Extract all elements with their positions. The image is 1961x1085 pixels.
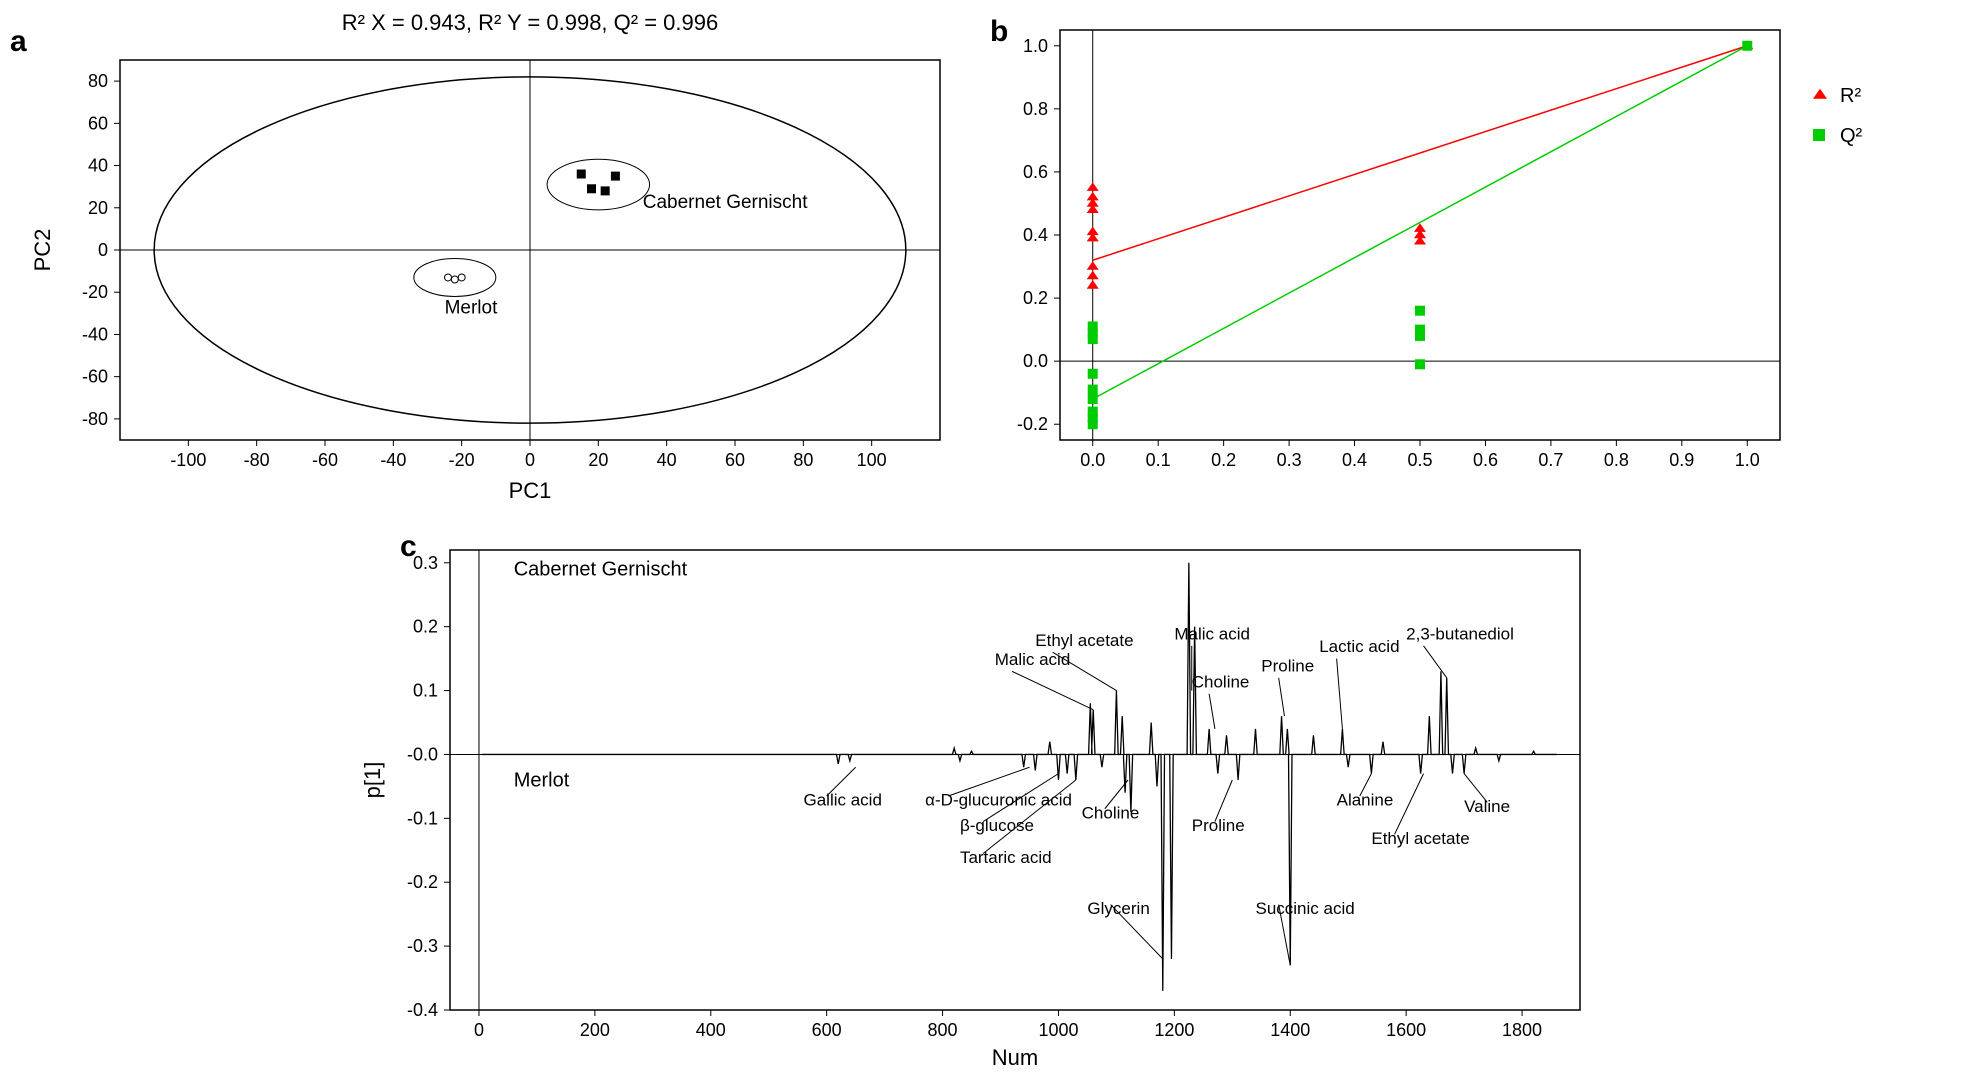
svg-text:Alanine: Alanine xyxy=(1337,791,1394,810)
svg-text:800: 800 xyxy=(928,1020,958,1040)
figure-page: a R² X = 0.943, R² Y = 0.998, Q² = 0.996… xyxy=(0,0,1961,1080)
svg-text:0: 0 xyxy=(525,450,535,470)
svg-text:Ethyl acetate: Ethyl acetate xyxy=(1371,829,1469,848)
svg-text:-60: -60 xyxy=(82,367,108,387)
svg-text:80: 80 xyxy=(88,71,108,91)
svg-text:Malic acid: Malic acid xyxy=(995,650,1071,669)
svg-text:-100: -100 xyxy=(170,450,206,470)
svg-text:Malic acid: Malic acid xyxy=(1174,624,1250,643)
svg-text:Succinic acid: Succinic acid xyxy=(1255,899,1354,918)
svg-text:-80: -80 xyxy=(82,409,108,429)
svg-text:200: 200 xyxy=(580,1020,610,1040)
panel-a-chart: R² X = 0.943, R² Y = 0.998, Q² = 0.996 -1… xyxy=(0,0,980,520)
svg-text:Glycerin: Glycerin xyxy=(1087,899,1149,918)
svg-text:Valine: Valine xyxy=(1464,797,1510,816)
svg-text:0.2: 0.2 xyxy=(1023,288,1048,308)
svg-text:-60: -60 xyxy=(312,450,338,470)
svg-text:0.8: 0.8 xyxy=(1604,450,1629,470)
svg-text:40: 40 xyxy=(657,450,677,470)
svg-text:0.5: 0.5 xyxy=(1407,450,1432,470)
svg-text:2,3-butanediol: 2,3-butanediol xyxy=(1406,624,1514,643)
svg-text:-40: -40 xyxy=(82,324,108,344)
svg-text:0.0: 0.0 xyxy=(1023,351,1048,371)
svg-text:600: 600 xyxy=(812,1020,842,1040)
svg-text:1.0: 1.0 xyxy=(1023,36,1048,56)
svg-text:Choline: Choline xyxy=(1192,672,1250,691)
svg-text:0.1: 0.1 xyxy=(413,681,438,701)
panel-a-label: a xyxy=(10,25,27,59)
svg-text:Q²: Q² xyxy=(1840,125,1863,147)
svg-text:-0.3: -0.3 xyxy=(407,936,438,956)
svg-text:0: 0 xyxy=(98,240,108,260)
svg-text:400: 400 xyxy=(696,1020,726,1040)
svg-text:-20: -20 xyxy=(449,450,475,470)
svg-text:p[1]: p[1] xyxy=(360,762,385,799)
svg-text:PC1: PC1 xyxy=(509,478,552,503)
svg-text:1000: 1000 xyxy=(1038,1020,1078,1040)
panel-c-label: c xyxy=(400,530,417,564)
svg-text:0.3: 0.3 xyxy=(1277,450,1302,470)
svg-text:0.1: 0.1 xyxy=(1146,450,1171,470)
svg-text:Proline: Proline xyxy=(1261,656,1314,675)
panel-b: b 0.00.10.20.30.40.50.60.70.80.91.0-0.20… xyxy=(980,0,1961,520)
svg-text:-0.4: -0.4 xyxy=(407,1000,438,1020)
svg-text:-40: -40 xyxy=(380,450,406,470)
svg-text:Tartaric acid: Tartaric acid xyxy=(960,848,1052,867)
svg-text:R²: R² xyxy=(1840,85,1861,107)
svg-text:Proline: Proline xyxy=(1192,816,1245,835)
svg-text:100: 100 xyxy=(857,450,887,470)
panel-c: c 0 200 400 600 800 1000 1200 1400 1600 1800 -0.4 -… xyxy=(340,530,1620,1080)
svg-text:0.2: 0.2 xyxy=(1211,450,1236,470)
panel-a: a R² X = 0.943, R² Y = 0.998, Q² = 0.996… xyxy=(0,0,980,520)
svg-text:Merlot: Merlot xyxy=(514,769,570,791)
svg-text:0.6: 0.6 xyxy=(1473,450,1498,470)
svg-text:0: 0 xyxy=(474,1020,484,1040)
svg-text:1.0: 1.0 xyxy=(1735,450,1760,470)
svg-text:0.7: 0.7 xyxy=(1538,450,1563,470)
svg-text:-80: -80 xyxy=(244,450,270,470)
svg-text:20: 20 xyxy=(88,198,108,218)
svg-text:40: 40 xyxy=(88,156,108,176)
panel-c-chart: 0 200 400 600 800 1000 1200 1400 1600 1800 -0.4 -0.… xyxy=(340,530,1620,1080)
svg-text:Cabernet Gernischt: Cabernet Gernischt xyxy=(643,192,808,213)
svg-text:0.8: 0.8 xyxy=(1023,99,1048,119)
svg-text:1200: 1200 xyxy=(1154,1020,1194,1040)
svg-text:Lactic acid: Lactic acid xyxy=(1319,637,1399,656)
svg-text:Choline: Choline xyxy=(1082,803,1140,822)
svg-text:1800: 1800 xyxy=(1502,1020,1542,1040)
svg-text:Gallic acid: Gallic acid xyxy=(803,791,881,810)
svg-text:Cabernet Gernischt: Cabernet Gernischt xyxy=(514,559,688,581)
svg-text:0.2: 0.2 xyxy=(413,617,438,637)
svg-text:1600: 1600 xyxy=(1386,1020,1426,1040)
svg-text:80: 80 xyxy=(793,450,813,470)
svg-text:0.0: 0.0 xyxy=(1080,450,1105,470)
svg-text:0.4: 0.4 xyxy=(1023,225,1048,245)
svg-text:Num: Num xyxy=(992,1045,1038,1070)
svg-text:-0.0: -0.0 xyxy=(407,744,438,764)
svg-text:β-glucose: β-glucose xyxy=(960,816,1034,835)
panel-b-label: b xyxy=(990,15,1008,49)
svg-text:1400: 1400 xyxy=(1270,1020,1310,1040)
svg-text:-20: -20 xyxy=(82,282,108,302)
svg-text:60: 60 xyxy=(88,113,108,133)
svg-text:20: 20 xyxy=(588,450,608,470)
svg-text:R² X = 0.943, R² Y = 0.998, Q²: R² X = 0.943, R² Y = 0.998, Q² = 0.996 xyxy=(342,10,718,35)
svg-text:PC2: PC2 xyxy=(30,229,55,272)
svg-text:-0.2: -0.2 xyxy=(407,872,438,892)
svg-text:Merlot: Merlot xyxy=(445,297,499,318)
svg-text:0.3: 0.3 xyxy=(413,553,438,573)
svg-text:Ethyl acetate: Ethyl acetate xyxy=(1035,631,1133,650)
svg-text:0.6: 0.6 xyxy=(1023,162,1048,182)
panel-b-chart: 0.0 0.1 0.2 0.3 0.4 0.5 0.6 0.7 0.8 0.9 1.0 -0.2 0.0… xyxy=(980,0,1961,520)
svg-text:-0.2: -0.2 xyxy=(1017,414,1048,434)
svg-text:60: 60 xyxy=(725,450,745,470)
svg-text:-0.1: -0.1 xyxy=(407,808,438,828)
svg-text:0.9: 0.9 xyxy=(1669,450,1694,470)
svg-text:0.4: 0.4 xyxy=(1342,450,1367,470)
